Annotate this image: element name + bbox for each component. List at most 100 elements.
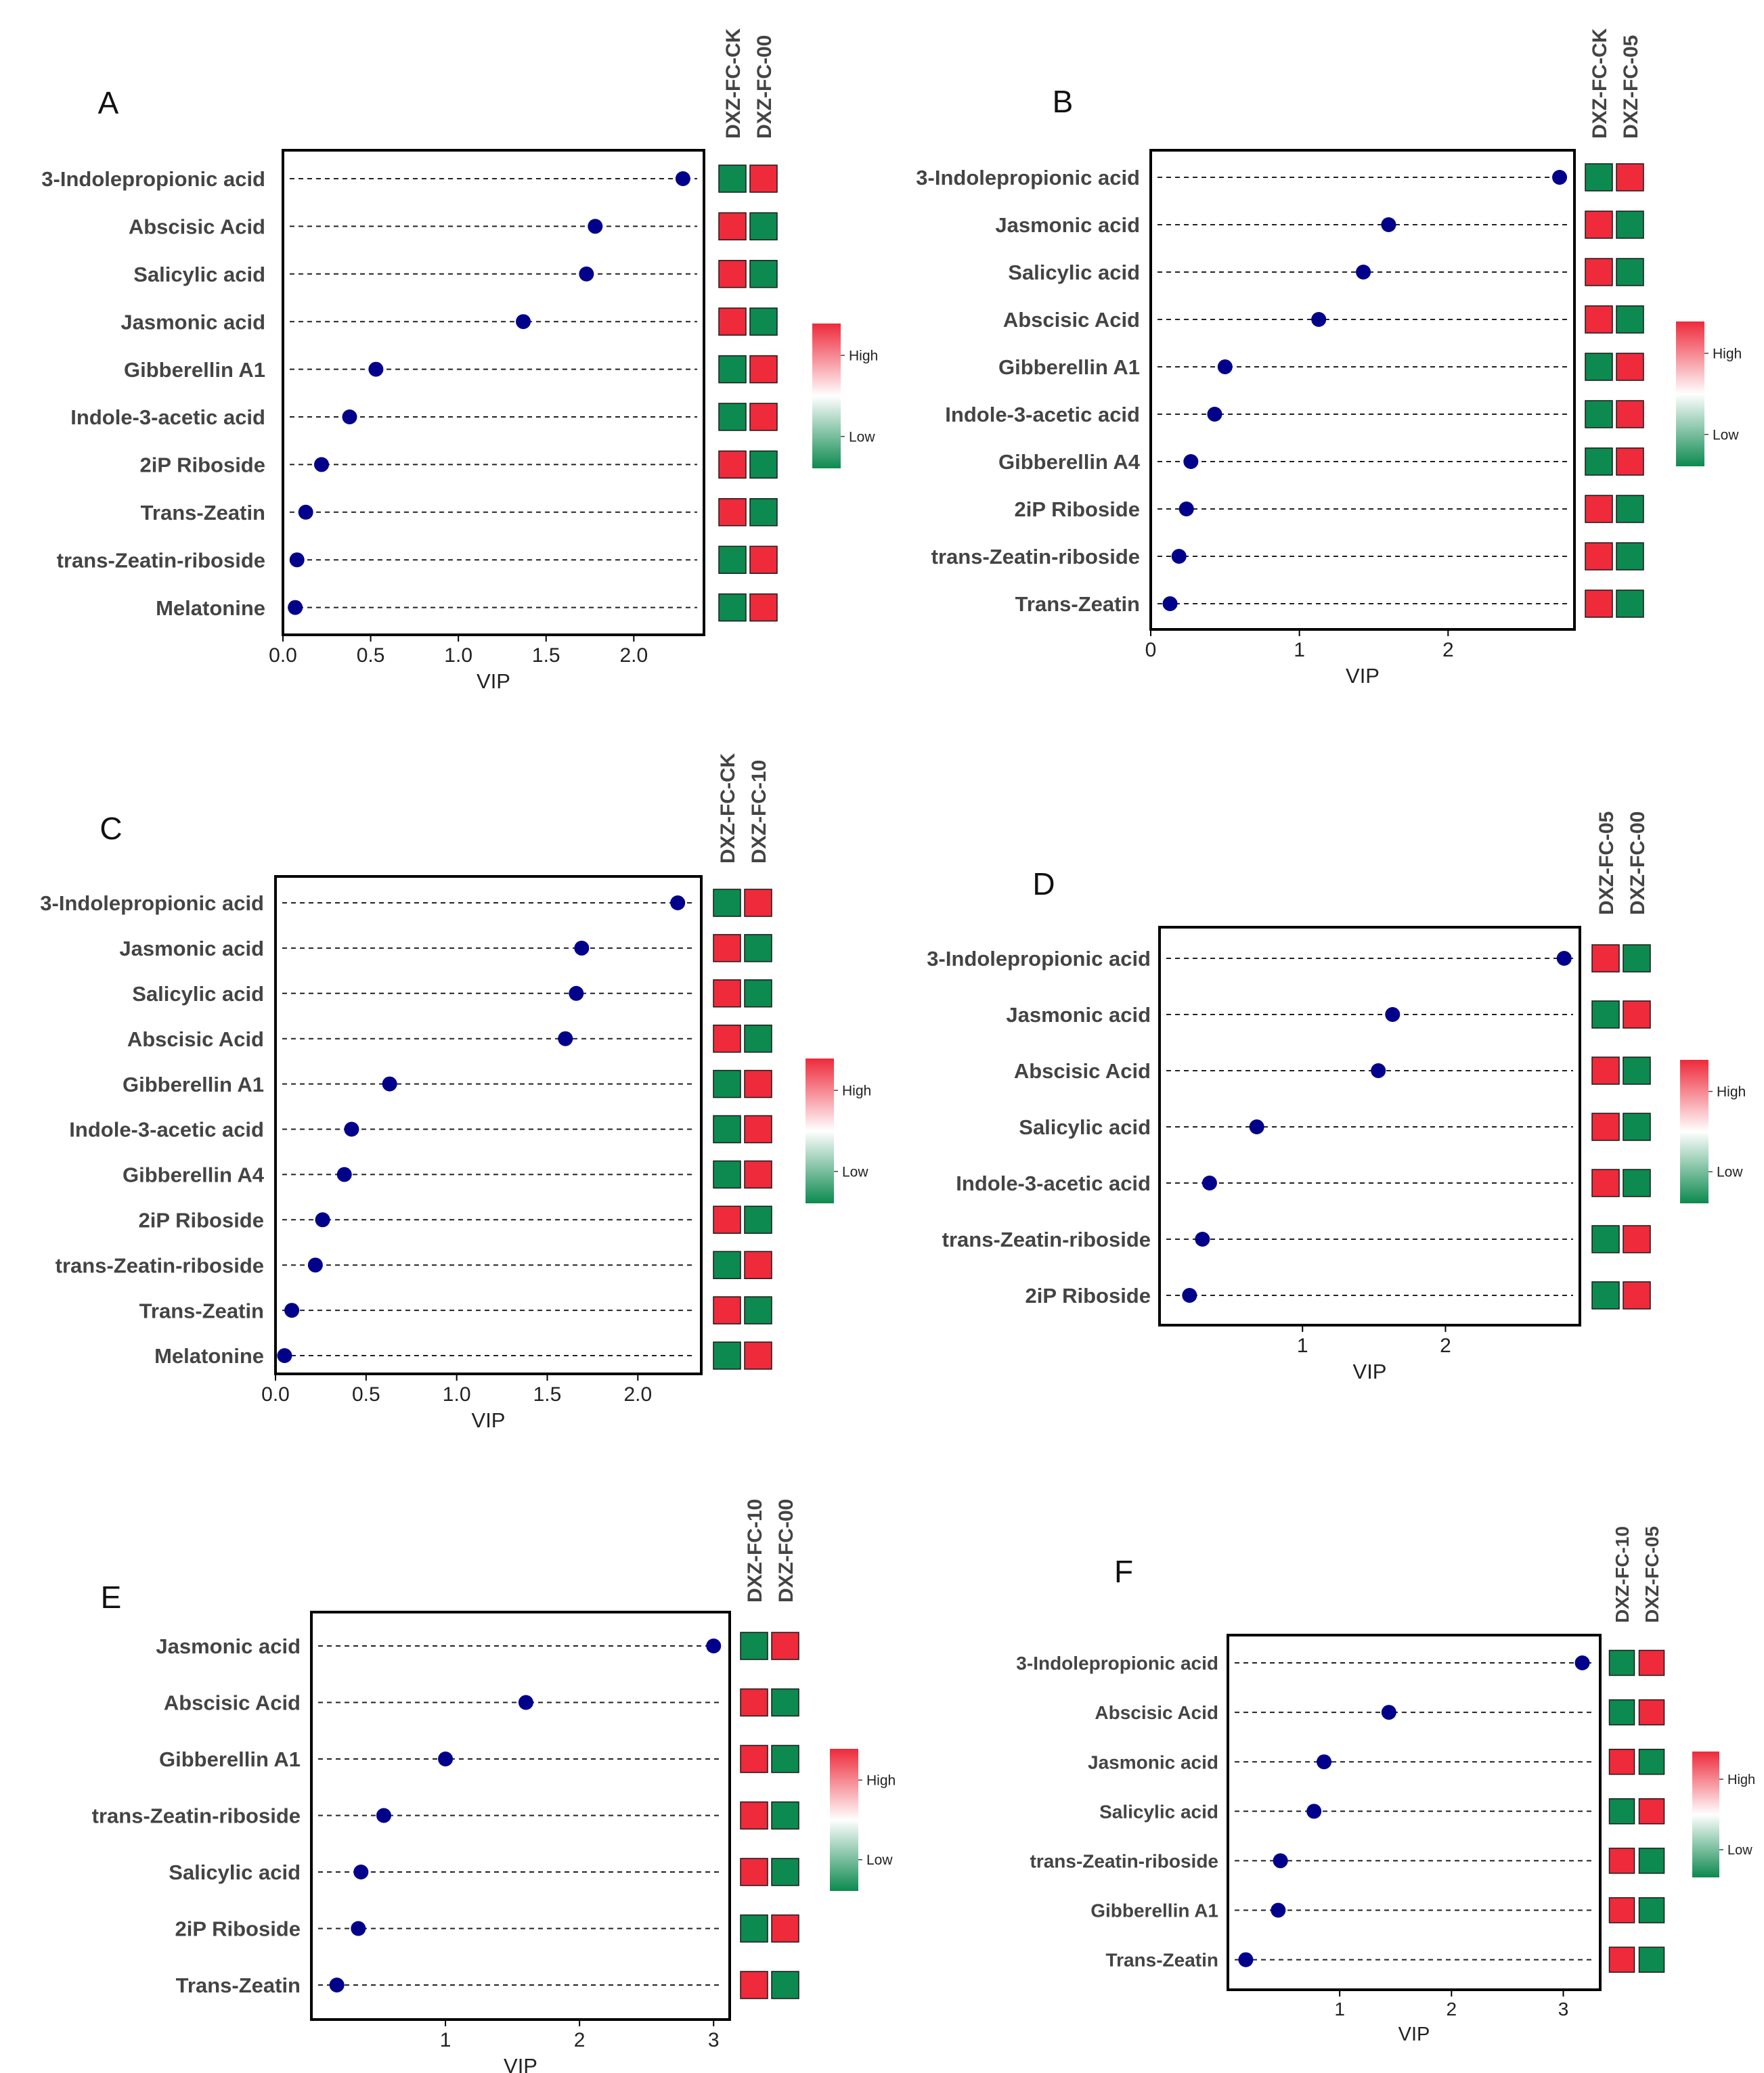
heat-cell-high (1585, 258, 1613, 286)
x-tick-label: 0.0 (269, 644, 297, 667)
x-tick-label: 2 (1447, 1999, 1457, 2020)
heat-cell-high (744, 1069, 772, 1098)
x-tick-label: 2.0 (623, 1383, 652, 1406)
y-tick-label: Abscisic Acid (129, 215, 265, 239)
heat-cell-high (713, 934, 741, 962)
vip-point (518, 1695, 533, 1710)
heat-cell-high (771, 1632, 799, 1660)
vip-point (1201, 1176, 1217, 1190)
heat-cell-high (744, 889, 772, 917)
vip-point (1311, 312, 1327, 327)
heat-cell-high (744, 1251, 772, 1279)
y-tick-label: Gibberellin A1 (159, 1747, 301, 1771)
x-axis-label: VIP (1398, 2024, 1430, 2045)
heat-cell-high (1616, 400, 1644, 428)
panel-letter: D (1032, 866, 1055, 901)
heat-cell-low (713, 1160, 741, 1189)
heat-cell-low (749, 498, 778, 527)
vip-point (284, 1303, 300, 1318)
vip-point (1162, 596, 1178, 611)
y-tick-label: trans-Zeatin-riboside (57, 548, 265, 572)
heat-cell-low (1623, 944, 1651, 973)
x-tick-label: 2 (574, 2029, 586, 2051)
y-tick-label: Gibberellin A1 (123, 1073, 264, 1096)
y-tick-label: trans-Zeatin-riboside (56, 1253, 264, 1277)
heat-cell-high (740, 1688, 768, 1717)
heat-cell-high (749, 355, 778, 384)
panel-a: A 3-Indolepropionic acid Abscisic Acid Sali… (41, 28, 878, 693)
x-tick-label: 0.5 (352, 1383, 380, 1406)
y-tick-label: Trans-Zeatin (1015, 592, 1140, 616)
vip-point (579, 266, 594, 282)
heat-cell-high (1638, 1699, 1665, 1726)
vip-point (1306, 1804, 1322, 1819)
heat-cell-low (1608, 1649, 1635, 1676)
vip-point (1385, 1007, 1401, 1022)
x-tick-label: 0.0 (261, 1383, 290, 1406)
vip-point (376, 1808, 391, 1823)
panel-letter: B (1053, 84, 1074, 119)
x-tick-label: 0 (1145, 639, 1157, 661)
heat-cell-high (718, 212, 747, 241)
heat-cell-low (713, 1115, 741, 1144)
y-tick-label: trans-Zeatin-riboside (931, 545, 1140, 569)
panel-d: D 3-Indolepropionic acid Jasmonic acid Absc… (927, 811, 1746, 1383)
y-tick-label: 2iP Riboside (1015, 497, 1141, 521)
legend-high-label: High (1717, 1084, 1746, 1100)
heat-cell-low (749, 307, 778, 336)
group-header: DXZ-FC-05 (1641, 1526, 1662, 1623)
y-tick-label: trans-Zeatin-riboside (942, 1228, 1151, 1251)
legend-low-label: Low (842, 1164, 868, 1180)
heat-cell-high (740, 1971, 768, 1999)
x-axis-label: VIP (477, 669, 510, 693)
heat-cell-high (771, 1914, 799, 1943)
x-tick-label: 1 (440, 2029, 451, 2051)
vip-point (342, 409, 357, 424)
heat-cell-low (744, 1296, 772, 1324)
legend-high-label: High (842, 1083, 871, 1098)
heat-cell-high (1585, 589, 1613, 618)
vip-point (1552, 170, 1568, 185)
panel-letter: F (1114, 1554, 1133, 1589)
y-tick-label: Indole-3-acetic acid (69, 1118, 264, 1142)
heat-cell-high (1608, 1848, 1635, 1874)
y-tick-label: Jasmonic acid (995, 213, 1140, 237)
heat-cell-high (740, 1801, 768, 1830)
vip-point (368, 361, 384, 377)
plot-frame (282, 149, 705, 636)
heat-cell-low (1585, 353, 1613, 381)
vip-point (382, 1076, 397, 1092)
heat-cell-low (718, 164, 747, 193)
heat-cell-high (1608, 1748, 1635, 1775)
heat-cell-high (1591, 1113, 1620, 1141)
heat-cell-low (744, 1024, 772, 1053)
legend-high-label: High (849, 348, 878, 363)
y-tick-label: 3-Indolepropionic acid (916, 166, 1140, 190)
y-tick-label: 2iP Riboside (1026, 1284, 1151, 1308)
heat-cell-low (749, 260, 778, 288)
vip-point (1195, 1232, 1210, 1247)
vip-point (1556, 951, 1572, 966)
heat-cell-low (1623, 1113, 1651, 1141)
heat-cell-high (749, 545, 778, 574)
y-tick-label: Trans-Zeatin (1106, 1950, 1218, 1971)
y-tick-label: Jasmonic acid (119, 937, 264, 960)
group-header: DXZ-FC-10 (748, 760, 770, 864)
y-tick-label: Trans-Zeatin (176, 1974, 301, 1997)
heat-cell-high (1616, 447, 1644, 476)
y-tick-label: Abscisic Acid (1003, 308, 1140, 332)
y-tick-label: Salicylic acid (132, 982, 264, 1006)
group-header: DXZ-FC-05 (1620, 35, 1642, 139)
heat-cell-low (713, 1341, 741, 1370)
y-tick-label: Jasmonic acid (1088, 1752, 1218, 1773)
y-tick-label: Jasmonic acid (1006, 1003, 1151, 1027)
y-tick-label: Melatonine (156, 596, 265, 620)
panel-e: E Jasmonic acid Abscisic Acid Gibberellin A… (92, 1499, 896, 2073)
heat-cell-low (1623, 1056, 1651, 1085)
heat-cell-high (1585, 305, 1613, 334)
y-tick-label: Trans-Zeatin (139, 1299, 264, 1322)
heat-cell-low (1591, 1000, 1620, 1029)
heat-cell-high (713, 1205, 741, 1234)
y-tick-label: Jasmonic acid (120, 310, 265, 334)
vip-point (336, 1167, 352, 1182)
